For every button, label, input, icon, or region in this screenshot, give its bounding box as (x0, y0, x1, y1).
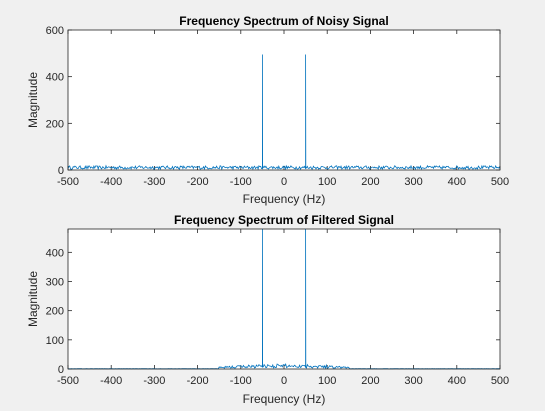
filtered-spectrum-xtick-label: -200 (187, 375, 209, 387)
filtered-spectrum-xtick-label: 400 (448, 375, 466, 387)
filtered-spectrum-ylabel: Magnitude (26, 271, 40, 327)
noisy-spectrum-title: Frequency Spectrum of Noisy Signal (179, 14, 388, 28)
noisy-spectrum-ticks: -500 -400 -300 -200 -100 0 100 200 300 400 500 0 200… (46, 25, 510, 188)
filtered-spectrum-ytick-label: 400 (46, 247, 64, 259)
noisy-spectrum-xtick-label: 200 (361, 176, 379, 188)
filtered-spectrum-xtick-label: -400 (100, 375, 122, 387)
filtered-spectrum-xtick-label: 0 (281, 375, 287, 387)
noisy-spectrum-xtick-label: 100 (318, 176, 336, 188)
filtered-spectrum-xtick-label: 200 (361, 375, 379, 387)
noisy-spectrum-ytick-label: 600 (46, 25, 64, 37)
noisy-spectrum-xtick-label: 0 (281, 176, 287, 188)
filtered-spectrum-axes-box (67, 228, 501, 370)
noisy-spectrum-xlabel: Frequency (Hz) (243, 192, 326, 206)
filtered-spectrum-xtick-label: 500 (491, 375, 509, 387)
filtered-spectrum-xtick-label: -500 (57, 375, 79, 387)
noisy-spectrum-axes (68, 30, 500, 170)
noisy-spectrum-ytick-label: 400 (46, 72, 64, 84)
filtered-spectrum-xtick-label: -100 (230, 375, 252, 387)
noisy-spectrum-xtick-label: 400 (448, 176, 466, 188)
filtered-spectrum-ytick-label: 300 (46, 277, 64, 289)
noisy-spectrum-plot: Frequency Spectrum of Noisy Signal Frequ… (26, 14, 509, 206)
filtered-spectrum-ytick-label: 100 (46, 335, 64, 347)
noisy-spectrum-xtick-label: -500 (57, 176, 79, 188)
filtered-spectrum-ytick-label: 200 (46, 306, 64, 318)
noisy-spectrum-ytick-label: 200 (46, 118, 64, 130)
filtered-spectrum-ticks: -500 -400 -300 -200 -100 0 100 200 300 400 500 0 100… (46, 229, 509, 387)
noisy-spectrum-xtick-label: 300 (404, 176, 422, 188)
noisy-spectrum-series-line (67, 54, 501, 171)
noisy-spectrum-xtick-label: -100 (230, 176, 252, 188)
noisy-spectrum-xtick-label: -400 (100, 176, 122, 188)
noisy-spectrum-ylabel: Magnitude (26, 72, 40, 128)
noisy-spectrum-xtick-label: -300 (143, 176, 165, 188)
filtered-spectrum-xtick-label: -300 (143, 375, 165, 387)
filtered-spectrum-xtick-label: 300 (404, 375, 422, 387)
noisy-spectrum-xtick-label: -200 (187, 176, 209, 188)
filtered-spectrum-title: Frequency Spectrum of Filtered Signal (174, 213, 394, 227)
noisy-spectrum-xtick-label: 500 (491, 176, 509, 188)
filtered-spectrum-xtick-label: 100 (318, 375, 336, 387)
noisy-spectrum-axes-box (67, 29, 501, 171)
noisy-spectrum-ytick-label: 0 (58, 165, 64, 177)
filtered-spectrum-axes (68, 229, 500, 369)
filtered-spectrum-xlabel: Frequency (Hz) (243, 392, 326, 406)
filtered-spectrum-ytick-label: 0 (58, 364, 64, 376)
filtered-spectrum-plot: Frequency Spectrum of Filtered Signal Fr… (26, 213, 509, 406)
